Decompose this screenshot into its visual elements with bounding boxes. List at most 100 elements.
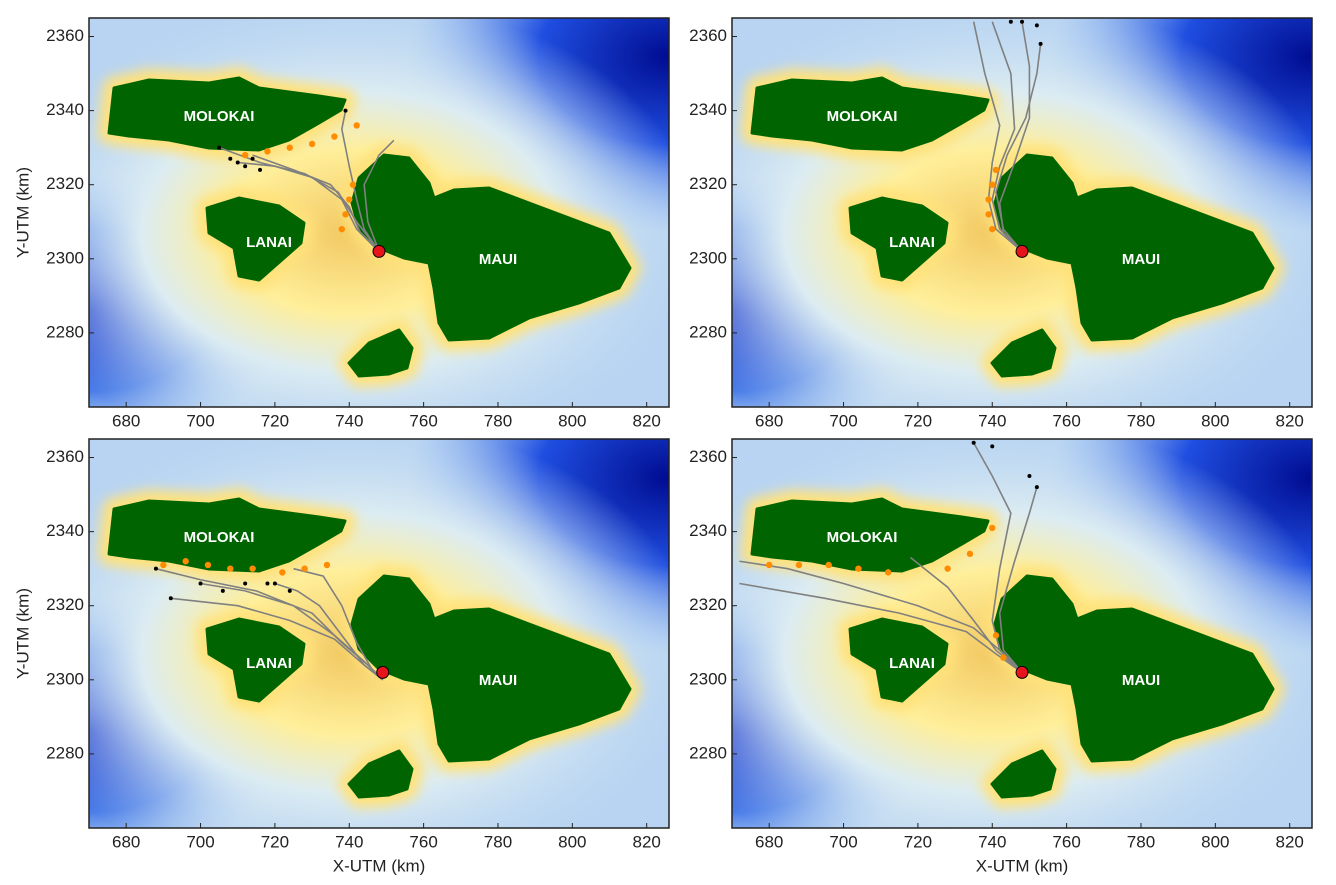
x-tick-label: 820 xyxy=(633,832,661,851)
trajectory xyxy=(200,582,384,681)
y-tick-label: 2280 xyxy=(46,322,84,341)
beached-particle xyxy=(301,565,308,572)
y-tick-label: 2360 xyxy=(46,26,84,45)
beached-particle xyxy=(160,561,167,569)
particle-endpoint xyxy=(243,581,248,586)
x-tick-label: 700 xyxy=(186,411,214,430)
beached-particle xyxy=(182,558,189,565)
x-tick-label: 680 xyxy=(112,411,140,430)
beached-particle xyxy=(989,225,996,233)
beached-particle xyxy=(249,565,256,572)
beached-particle xyxy=(279,569,286,576)
beached-particle xyxy=(855,565,862,572)
y-tick-label: 2300 xyxy=(689,248,727,267)
particle-endpoint xyxy=(971,440,976,445)
y-tick-label: 2340 xyxy=(689,100,727,119)
particle-endpoint xyxy=(153,566,158,571)
y-tick-label: 2300 xyxy=(689,669,727,688)
frame xyxy=(731,438,1313,829)
x-tick-label: 780 xyxy=(484,411,512,430)
trajectory xyxy=(998,486,1038,673)
y-tick-label: 2340 xyxy=(46,100,84,119)
particle-endpoint xyxy=(168,596,173,601)
particle-endpoint xyxy=(243,164,248,169)
x-tick-label: 720 xyxy=(261,411,289,430)
release-site xyxy=(1015,665,1029,679)
island-label: MAUI xyxy=(1122,251,1160,268)
x-axis-title: X-UTM (km) xyxy=(333,856,426,875)
beached-particle xyxy=(227,565,234,572)
x-tick-label: 800 xyxy=(558,832,586,851)
beached-particle xyxy=(204,561,212,569)
x-tick-label: 760 xyxy=(409,832,437,851)
particle-endpoint xyxy=(258,167,263,172)
island-label: LANAI xyxy=(246,234,292,251)
y-tick-label: 2280 xyxy=(689,743,727,762)
beached-particle xyxy=(342,211,349,218)
map-panel: MOLOKAI LANAI MAUI 680 700 720 740 760 780 800 820… xyxy=(13,438,670,875)
x-tick-label: 760 xyxy=(1052,411,1080,430)
beached-particle xyxy=(346,196,353,203)
particle-endpoint xyxy=(235,160,240,165)
particle-endpoint xyxy=(1020,19,1024,24)
y-tick-label: 2360 xyxy=(689,447,727,466)
particle-endpoint xyxy=(220,588,225,593)
x-tick-label: 740 xyxy=(335,832,363,851)
beached-particle xyxy=(264,148,271,155)
x-tick-label: 800 xyxy=(1201,411,1229,430)
island-label: MOLOKAI xyxy=(184,529,255,546)
map-panel: MOLOKAI LANAI MAUI 680 700 720 740 760 780 800 820… xyxy=(689,17,1313,430)
particle-endpoint xyxy=(1038,41,1043,46)
trajectory xyxy=(170,597,384,681)
beached-particle xyxy=(992,632,1000,639)
island-label: LANAI xyxy=(889,234,935,251)
y-axis-title: Y-UTM (km) xyxy=(13,167,32,258)
particle-endpoint xyxy=(1034,23,1039,28)
trajectory xyxy=(972,442,1023,673)
trajectory xyxy=(991,21,1023,252)
release-site xyxy=(372,244,386,258)
y-tick-label: 2320 xyxy=(689,595,727,614)
beached-particle xyxy=(286,144,293,151)
beached-particle xyxy=(241,151,249,159)
particle-endpoint xyxy=(272,581,277,586)
beached-particle xyxy=(353,122,360,129)
y-tick-label: 2320 xyxy=(46,595,84,614)
particle-endpoint xyxy=(287,588,292,593)
plot-area: MOLOKAI LANAI MAUI xyxy=(732,439,1312,828)
island-label: MAUI xyxy=(479,672,517,689)
x-tick-label: 800 xyxy=(558,411,586,430)
particle-endpoint xyxy=(1034,485,1039,490)
y-tick-label: 2280 xyxy=(46,743,84,762)
y-tick-label: 2360 xyxy=(46,447,84,466)
beached-particle xyxy=(985,211,992,218)
x-tick-label: 820 xyxy=(633,411,661,430)
beached-particle xyxy=(795,561,803,569)
plot-area: MOLOKAI LANAI MAUI xyxy=(89,439,669,828)
x-tick-label: 780 xyxy=(484,832,512,851)
beached-particle xyxy=(1000,654,1007,661)
plot-area: MOLOKAI LANAI MAUI xyxy=(89,18,669,407)
particle-endpoint xyxy=(228,156,233,161)
beached-particle xyxy=(308,140,316,148)
y-tick-label: 2320 xyxy=(689,174,727,193)
particle-endpoint xyxy=(343,108,348,113)
x-tick-label: 780 xyxy=(1127,411,1155,430)
particle-endpoint xyxy=(1027,474,1032,479)
x-tick-label: 700 xyxy=(186,832,214,851)
x-tick-label: 820 xyxy=(1276,411,1304,430)
island-label: LANAI xyxy=(889,655,935,672)
trajectory xyxy=(972,21,1023,253)
beached-particle xyxy=(992,166,1000,174)
island-label: MAUI xyxy=(1122,672,1160,689)
y-tick-label: 2340 xyxy=(689,521,727,540)
frame xyxy=(88,17,670,408)
x-tick-label: 780 xyxy=(1127,832,1155,851)
y-tick-label: 2340 xyxy=(46,521,84,540)
beached-particle xyxy=(765,561,773,569)
y-tick-label: 2360 xyxy=(689,26,727,45)
x-axis-title: X-UTM (km) xyxy=(976,856,1069,875)
particle-endpoint xyxy=(198,581,203,586)
x-tick-label: 740 xyxy=(978,411,1006,430)
x-tick-label: 680 xyxy=(112,832,140,851)
